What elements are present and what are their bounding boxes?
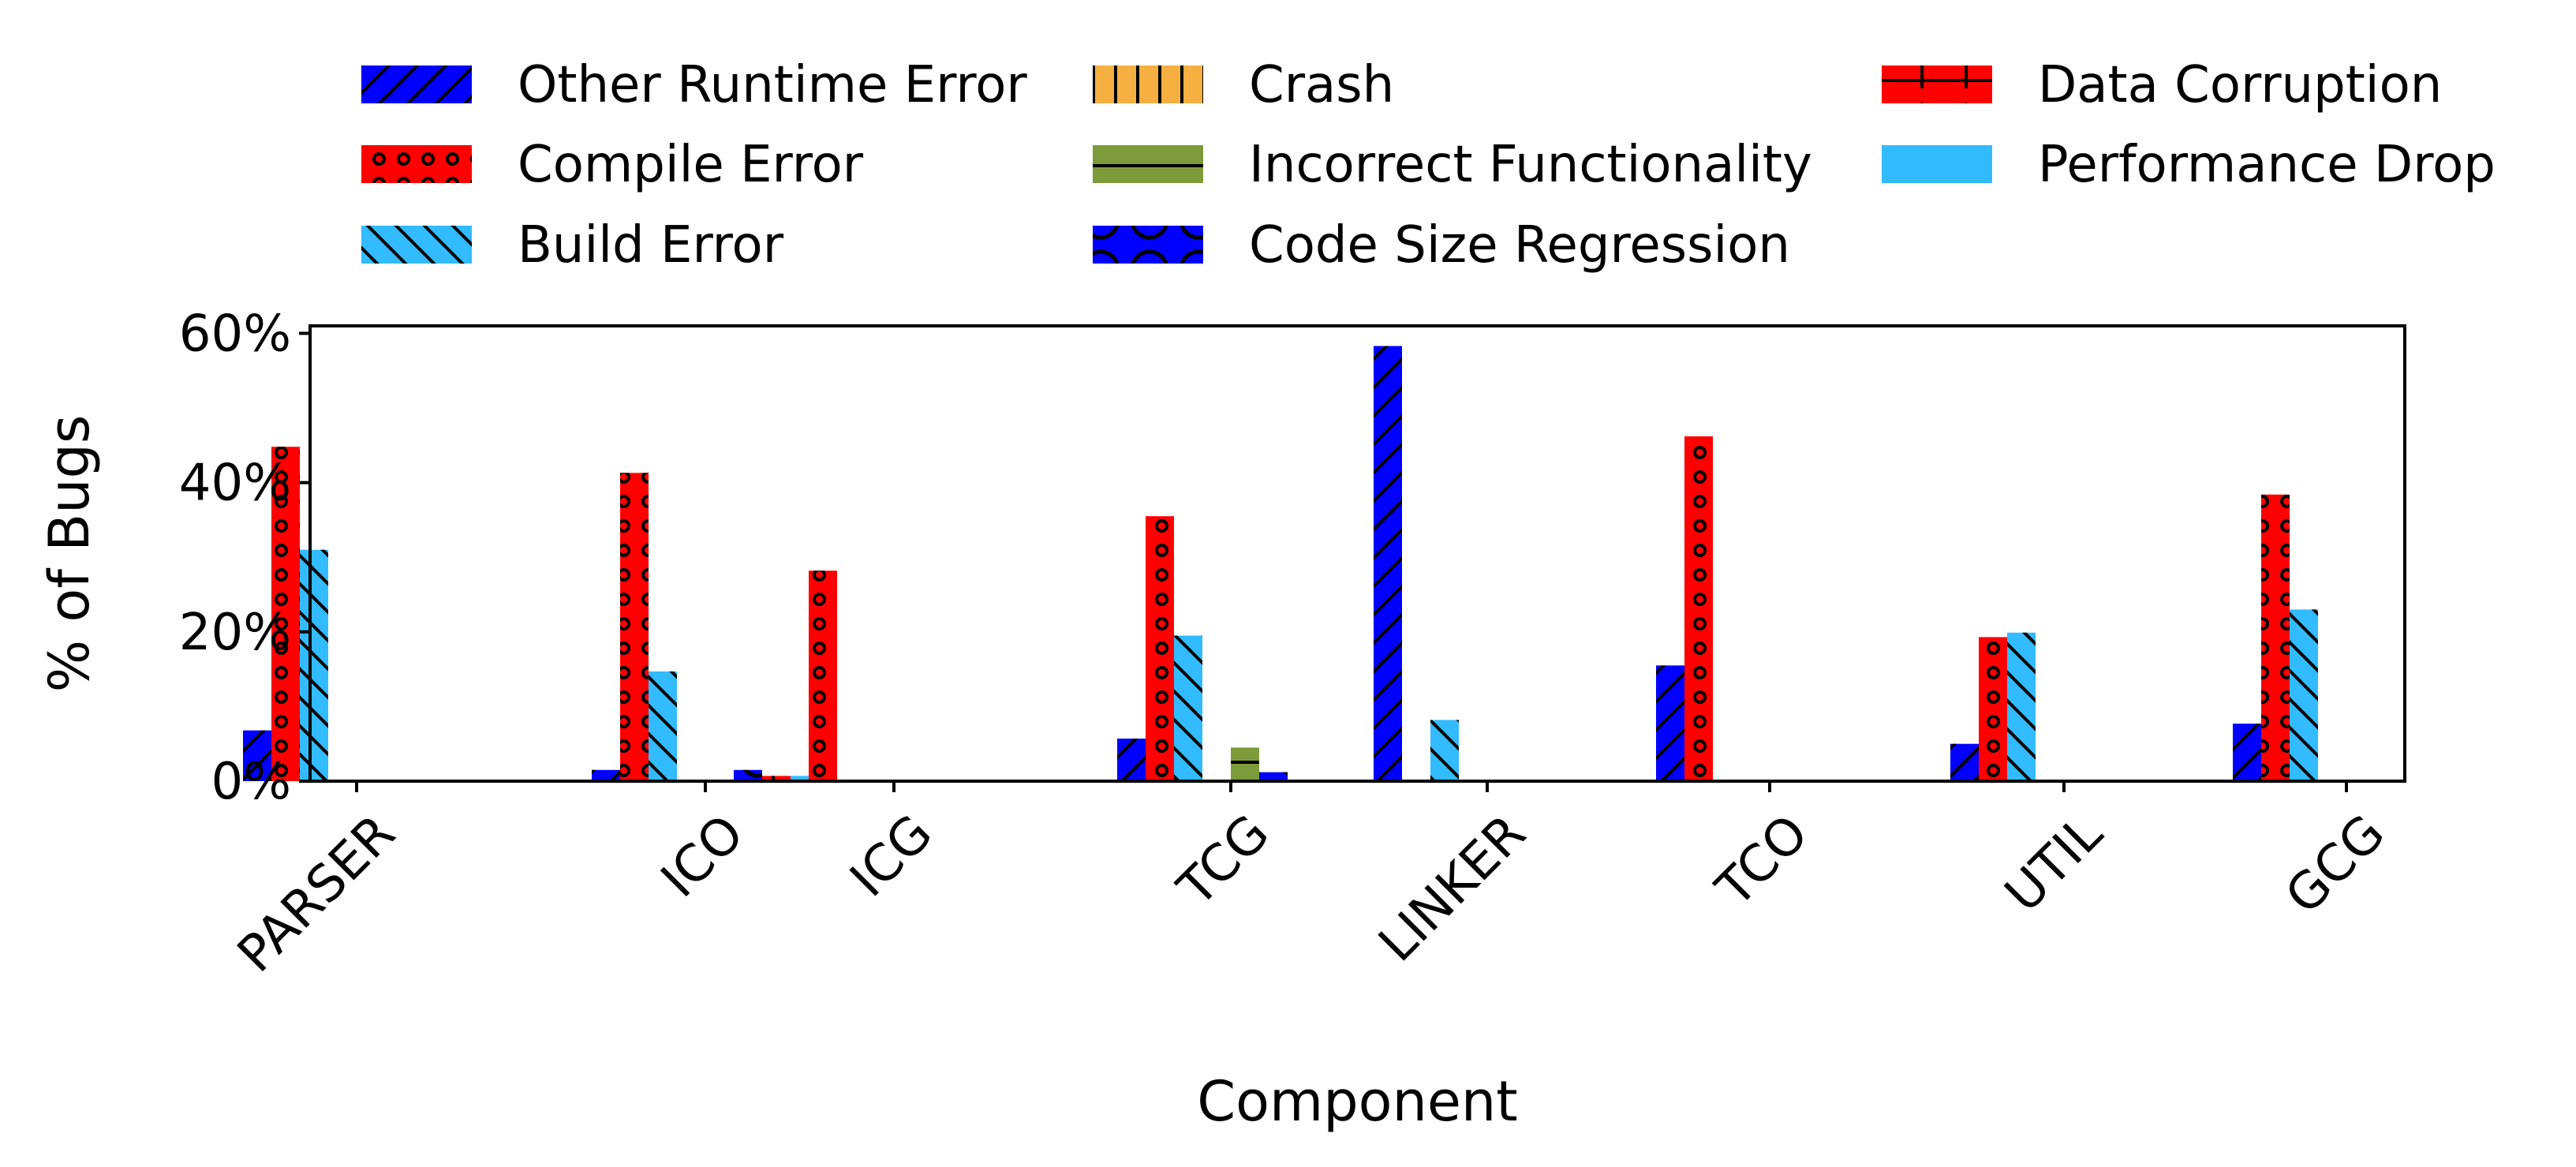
bar-hatch [809,570,837,781]
y-tick-label: 20% [179,604,291,662]
bar-parser-compile-error [271,447,300,781]
bar-ico-build-error [649,671,677,781]
legend-item-performance-drop: Performance Drop [1882,136,2496,194]
x-tick-label-parser: PARSER [226,804,406,984]
legend-item-incorrect-functionality: Incorrect Functionality [1093,136,1812,194]
bar-hatch [592,769,620,781]
bar-util-other-runtime-error [1950,743,1979,781]
x-tick-label-tcg: TCG [1167,804,1281,918]
x-tick-label-util: UTIL [1995,804,2114,924]
bar-hatch [1430,720,1459,781]
axes: 0% 20% 40% 60% PARSER ICO ICG TCG LINKER TCO UTIL G… [37,305,2406,1134]
legend-label: Data Corruption [2038,56,2442,114]
bar-tcg-compile-error [1146,516,1174,781]
bar-hatch [1979,637,2007,781]
bar-hatch [620,473,649,781]
bar-gcg-compile-error [2261,494,2290,781]
y-tick-label: 0% [211,753,291,811]
bar-hatch [2007,632,2036,781]
legend-item-compile-error: Compile Error [361,136,864,194]
bar-ico-data-corruption [762,776,791,781]
legend-label: Build Error [518,216,784,275]
bar-tcg-build-error [1174,635,1202,781]
bar-hatch [1656,665,1684,781]
x-tick-label-icg: ICG [839,804,944,908]
legend-item-code-size-regression: Code Size Regression [1093,216,1790,275]
bar-gcg-build-error [2290,609,2318,781]
legend-label: Compile Error [518,136,864,194]
legend-swatch-hatch [361,145,472,183]
bar-tcg-code-size-regression [1259,772,1288,781]
bar-hatch [2261,494,2290,781]
x-tick-label-linker: LINKER [1368,804,1537,973]
bar-tcg-incorrect-functionality [1231,747,1259,781]
legend-item-crash: Crash [1093,56,1394,114]
legend-label: Performance Drop [2038,136,2496,194]
bar-ico-code-size-regression [734,769,762,781]
bar-fill [791,776,819,781]
legend-item-other-runtime-error: Other Runtime Error [361,56,1027,114]
legend-swatch-hatch [1093,226,1203,264]
bar-linker-other-runtime-error [1374,346,1402,782]
bar-parser-other-runtime-error [243,730,271,781]
bar-hatch [734,769,762,781]
bar-hatch [1174,635,1202,781]
legend-swatch [1882,145,1992,183]
bar-ico-other-runtime-error [592,769,620,781]
legend: Other Runtime Error Compile Error Build Er… [361,56,2496,275]
legend-item-data-corruption: Data Corruption [1882,56,2442,114]
plot-frame [308,324,2406,783]
legend-swatch-hatch [1093,145,1203,183]
legend-swatch-hatch [361,65,472,103]
legend-swatch-hatch [1093,65,1203,103]
x-tick-label-gcg: GCG [2275,804,2396,926]
bar-icg-compile-error [809,570,837,781]
bar-hatch [1146,516,1174,781]
x-tick-label-tco: TCO [1705,804,1819,918]
bar-tco-compile-error [1684,436,1713,781]
bar-hatch [649,671,677,781]
y-tick-label: 60% [179,305,291,363]
bar-hatch [243,730,271,781]
bar-tco-other-runtime-error [1656,665,1684,781]
bar-ico-performance-drop [791,776,819,781]
x-tick-label-ico: ICO [650,804,755,909]
bar-hatch [271,447,300,781]
bar-hatch [2233,724,2261,781]
bar-hatch [300,549,328,781]
legend-label: Crash [1249,56,1394,114]
bar-hatch [1117,739,1146,781]
bar-hatch [1950,743,1979,781]
bar-hatch [1231,747,1259,781]
bar-hatch [2290,609,2318,781]
legend-label: Other Runtime Error [518,56,1027,114]
bar-linker-build-error [1430,720,1459,781]
bar-gcg-other-runtime-error [2233,724,2261,781]
bar-util-build-error [2007,632,2036,781]
y-tick-label: 40% [179,454,291,513]
legend-label: Code Size Regression [1249,216,1790,275]
legend-label: Incorrect Functionality [1249,136,1812,194]
legend-item-build-error: Build Error [361,216,784,275]
bar-tcg-other-runtime-error [1117,739,1146,781]
bar-hatch [1684,436,1713,781]
x-axis-label: Component [1197,1069,1517,1134]
y-axis-label: % of Bugs [37,415,102,693]
bar-util-compile-error [1979,637,2007,781]
bar-hatch [1374,346,1402,782]
bar-parser-build-error [300,549,328,781]
legend-swatch-hatch [1882,65,1992,103]
bars [243,346,2318,782]
legend-swatch-hatch [361,226,472,264]
bar-hatch [1259,772,1288,781]
bar-hatch [762,776,791,781]
bar-ico-compile-error [620,473,649,781]
